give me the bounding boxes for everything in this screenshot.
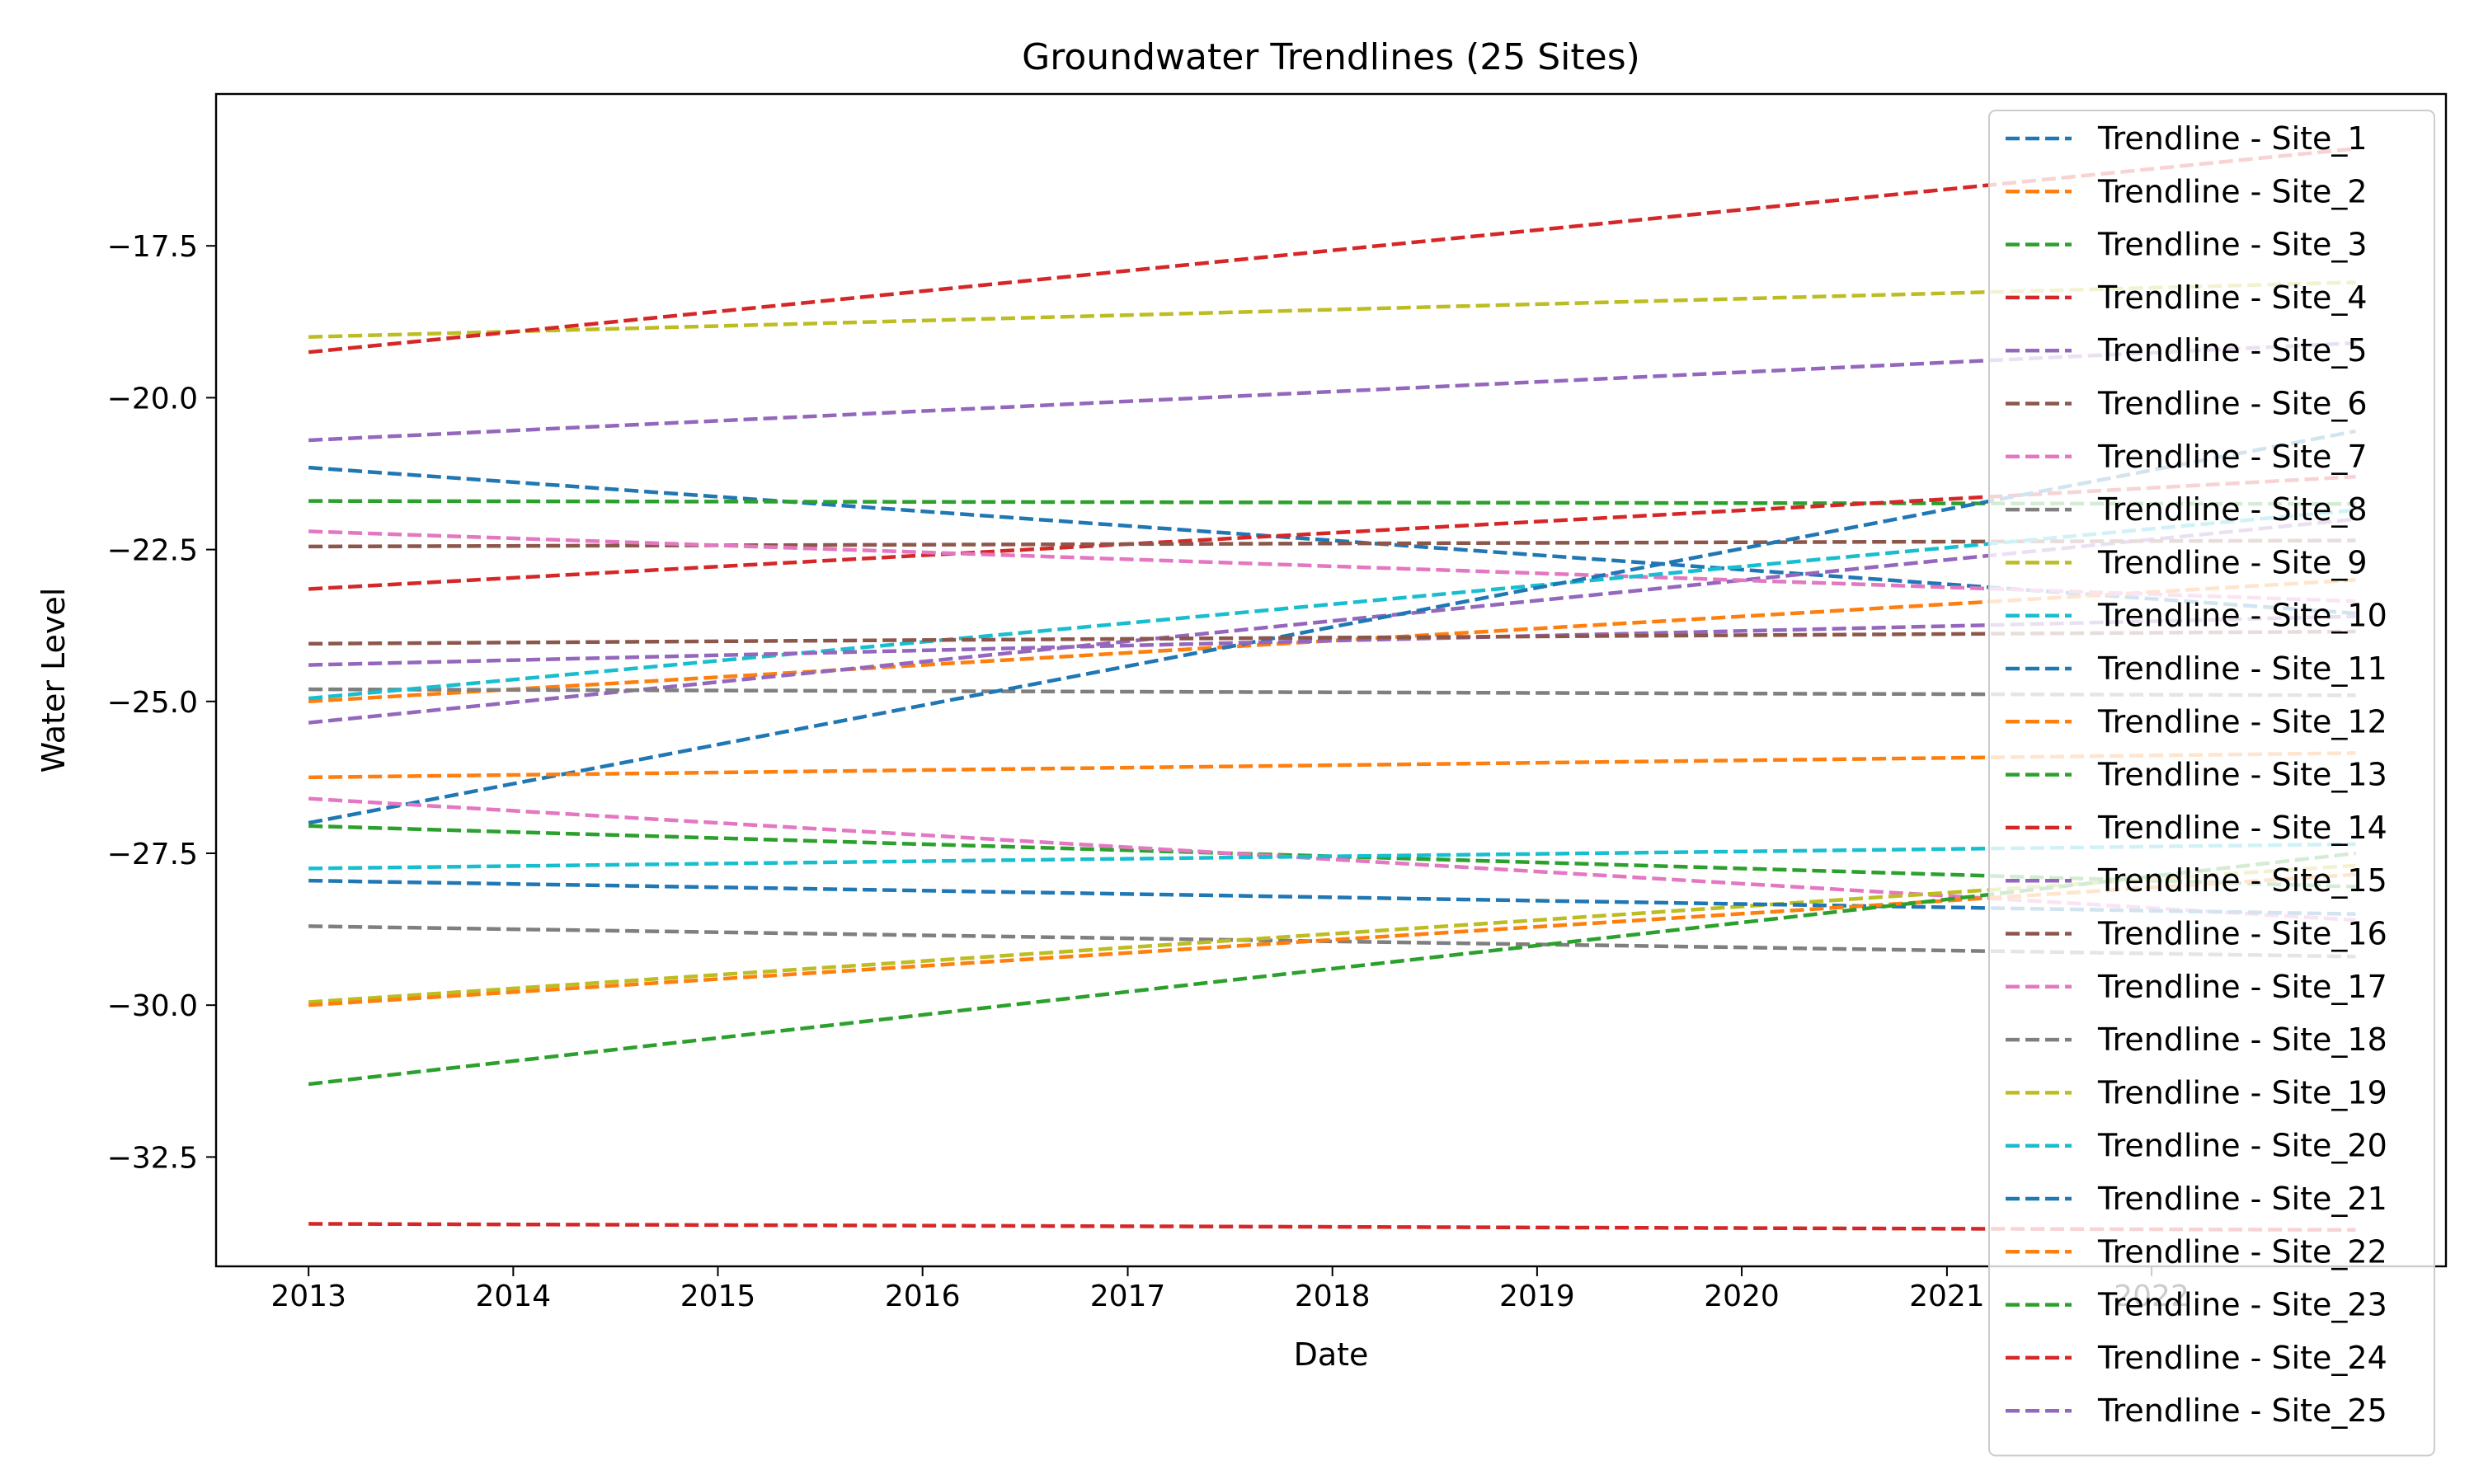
legend-label: Trendline - Site_14 (2097, 810, 2387, 846)
x-tick-label: 2013 (270, 1280, 346, 1313)
y-tick-label: −22.5 (107, 534, 198, 568)
legend-label: Trendline - Site_20 (2097, 1128, 2387, 1164)
x-tick-label: 2019 (1499, 1280, 1575, 1313)
plot-area-frame (214, 92, 2448, 1268)
legend-label: Trendline - Site_1 (2097, 120, 2368, 157)
legend-label: Trendline - Site_8 (2097, 491, 2368, 528)
y-tick-label: −30.0 (107, 989, 198, 1023)
y-tick-label: −32.5 (107, 1141, 198, 1175)
legend-label: Trendline - Site_18 (2097, 1021, 2387, 1058)
legend-label: Trendline - Site_3 (2097, 227, 2368, 263)
series-line-23 (308, 851, 2356, 1087)
legend-box (1988, 110, 2435, 1457)
y-tick-label: −17.5 (107, 230, 198, 264)
y-tick-label: −25.0 (107, 686, 198, 720)
legend-label: Trendline - Site_24 (2097, 1340, 2387, 1376)
y-axis: −17.5 −20.0 −22.5 −25.0 −27.5 −30.0 −32.5 (107, 230, 216, 1175)
legend: Trendline - Site_1 Trendline - Site_2 Tren… (1988, 110, 2435, 1457)
legend-label: Trendline - Site_10 (2097, 598, 2387, 634)
legend-label: Trendline - Site_4 (2097, 279, 2368, 316)
legend-label: Trendline - Site_25 (2097, 1392, 2387, 1429)
legend-label: Trendline - Site_22 (2097, 1233, 2387, 1270)
legend-label: Trendline - Site_12 (2097, 703, 2387, 740)
legend-label: Trendline - Site_21 (2097, 1181, 2387, 1217)
legend-label: Trendline - Site_11 (2097, 650, 2387, 687)
y-axis-label: Water Level (35, 588, 72, 773)
legend-label: Trendline - Site_9 (2097, 544, 2368, 580)
legend-label: Trendline - Site_23 (2097, 1287, 2387, 1323)
x-tick-label: 2016 (885, 1280, 961, 1313)
legend-label: Trendline - Site_5 (2097, 332, 2368, 369)
y-tick-label: −20.0 (107, 382, 198, 416)
x-tick-label: 2014 (476, 1280, 552, 1313)
x-tick-label: 2021 (1909, 1280, 1985, 1313)
legend-label: Trendline - Site_15 (2097, 862, 2387, 899)
y-tick-label: −27.5 (107, 838, 198, 871)
series-line-11 (308, 429, 2356, 825)
x-axis-label: Date (1294, 1336, 1369, 1373)
x-tick-label: 2018 (1295, 1280, 1371, 1313)
legend-label: Trendline - Site_13 (2097, 757, 2387, 793)
x-tick-label: 2017 (1090, 1280, 1166, 1313)
legend-label: Trendline - Site_17 (2097, 969, 2387, 1005)
legend-label: Trendline - Site_19 (2097, 1074, 2387, 1111)
x-tick-label: 2020 (1704, 1280, 1780, 1313)
legend-label: Trendline - Site_2 (2097, 173, 2368, 209)
legend-label: Trendline - Site_16 (2097, 916, 2387, 952)
legend-label: Trendline - Site_7 (2097, 439, 2368, 475)
chart-title: Groundwater Trendlines (25 Sites) (1022, 36, 1640, 78)
legend-label: Trendline - Site_6 (2097, 386, 2368, 422)
x-tick-label: 2015 (680, 1280, 756, 1313)
